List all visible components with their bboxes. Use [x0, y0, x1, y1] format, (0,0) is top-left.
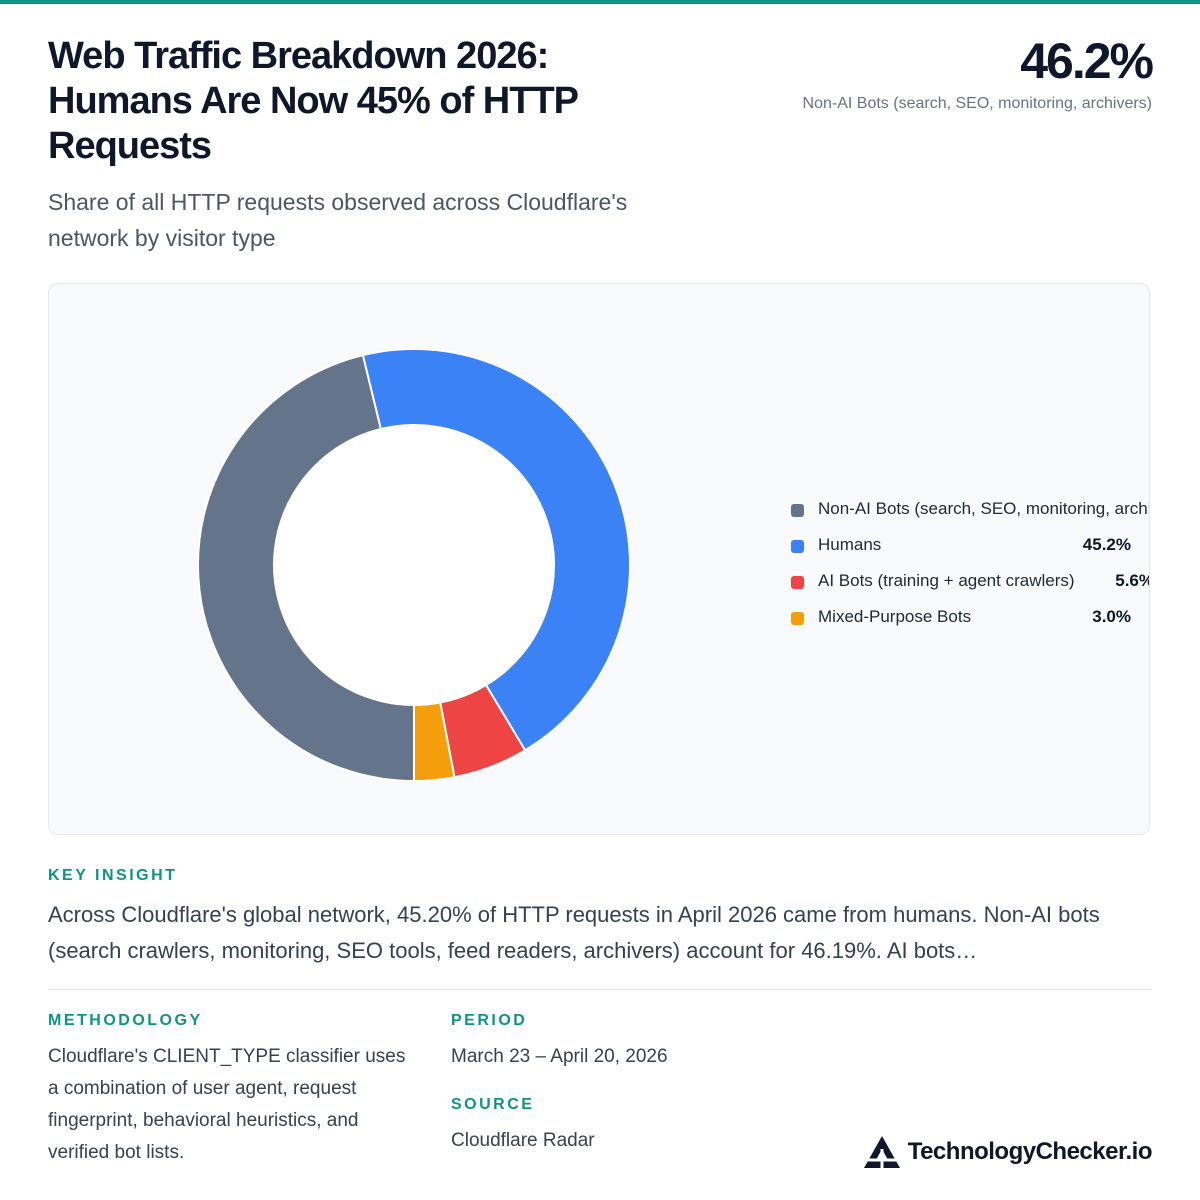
chart-subtitle: Share of all HTTP requests observed acro… [48, 189, 628, 251]
donut-slice-4 [413, 701, 456, 783]
legend-label: Mixed-Purpose Bots [818, 607, 972, 626]
legend-label: Humans [818, 535, 882, 554]
insight-text: Across Cloudflare's global network, 45.2… [48, 902, 1100, 963]
legend-item: AI Bots (training + agent crawlers) 5.6% [791, 569, 1149, 605]
legend-item: Humans 45.2% [791, 533, 1149, 569]
triangle-logo-icon [863, 1136, 900, 1168]
donut-slice-1 [197, 353, 415, 783]
period-label: PERIOD [451, 1012, 528, 1029]
chart-title: Web Traffic Breakdown 2026: Humans Are N… [48, 35, 578, 167]
methodology-label: METHODOLOGY [48, 1012, 203, 1029]
legend-value: 3.0% [1092, 607, 1131, 626]
brand: TechnologyChecker.io [863, 1136, 1153, 1168]
donut-slice-2 [361, 348, 631, 752]
legend-item: Mixed-Purpose Bots 3.0% [791, 605, 1149, 641]
source-text: Cloudflare Radar [451, 1130, 595, 1151]
insight-label: KEY INSIGHT [48, 867, 178, 884]
legend-item: Non-AI Bots (search, SEO, monitoring, ar… [791, 497, 1150, 533]
legend-label: AI Bots (training + agent crawlers) [818, 571, 1075, 590]
chart-legend: Non-AI Bots (search, SEO, monitoring, ar… [791, 497, 1150, 641]
legend-value: 5.6% [1115, 571, 1149, 590]
section-divider [48, 989, 1152, 990]
methodology-text: Cloudflare's CLIENT_TYPE classifier uses… [48, 1046, 406, 1163]
source-label: SOURCE [451, 1096, 535, 1113]
donut-chart [197, 348, 631, 783]
legend-label: Non-AI Bots (search, SEO, monitoring, ar… [818, 499, 1150, 518]
legend-value: 45.2% [1082, 535, 1131, 554]
period-text: March 23 – April 20, 2026 [451, 1046, 668, 1067]
legend-swatch [791, 540, 804, 553]
headline-stat-value: 46.2% [1020, 33, 1154, 89]
legend-swatch [791, 504, 804, 517]
chart-card: Non-AI Bots (search, SEO, monitoring, ar… [48, 283, 1150, 835]
top-accent-rule [0, 0, 1200, 4]
legend-swatch [791, 612, 804, 625]
brand-name: TechnologyChecker.io [907, 1138, 1153, 1165]
headline-stat-caption: Non-AI Bots (search, SEO, monitoring, ar… [802, 95, 1152, 112]
donut-hole [275, 426, 553, 704]
legend-swatch [791, 576, 804, 589]
